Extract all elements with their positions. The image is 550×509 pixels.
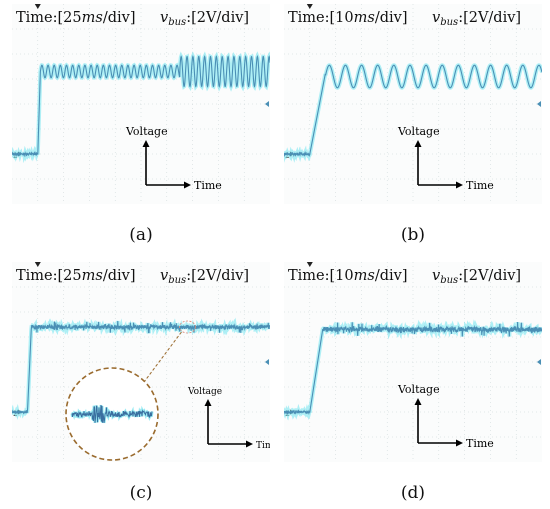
trigger-marker-icon (34, 262, 41, 267)
time-scale-label: Time:[10ms/div] (288, 268, 408, 284)
trace-glow (284, 63, 542, 163)
zoom-connector (143, 331, 182, 383)
vbus-scale-label: vbus:[2V/div] (432, 10, 521, 28)
level-marker-icon (265, 101, 269, 107)
time-scale-label: Time:[25ms/div] (16, 10, 136, 26)
grid (12, 4, 270, 204)
axis-label-voltage: Voltage (187, 387, 222, 397)
axis-label-voltage: Voltage (397, 125, 440, 138)
zoom-target-marker (179, 320, 196, 334)
panel-d: 2 Time:[10ms/div] vbus:[2V/div] Voltage Time (284, 262, 542, 462)
trigger-marker-icon (34, 4, 41, 9)
caption-d: (d) (400, 483, 426, 503)
zoom-inset (65, 320, 196, 461)
axis-indicator: Voltage Time (125, 125, 222, 192)
trigger-marker-icon (306, 4, 313, 9)
time-scale-label: Time:[10ms/div] (288, 10, 408, 26)
axis-label-voltage: Voltage (397, 383, 440, 396)
arrow-up-icon (142, 140, 150, 147)
caption-b: (b) (400, 225, 426, 245)
axis-indicator: Voltage Time (187, 387, 270, 451)
caption-a: (a) (129, 225, 153, 245)
level-marker-icon (537, 101, 541, 107)
arrow-right-icon (456, 439, 463, 447)
vbus-scale-label: vbus:[2V/div] (160, 10, 249, 28)
time-scale-label: Time:[25ms/div] (16, 268, 136, 284)
axis-label-voltage: Voltage (125, 125, 168, 138)
vbus-scale-label: vbus:[2V/div] (432, 268, 521, 286)
arrow-right-icon (184, 181, 191, 189)
axis-indicator: Voltage Time (397, 383, 494, 450)
arrow-right-icon (456, 181, 463, 189)
panel-a: 2 Time:[25ms/div] vbus:[2V/div] Voltage Time (12, 4, 270, 204)
trace-line (12, 55, 270, 158)
arrow-up-icon (204, 399, 212, 406)
zoom-trace (71, 404, 153, 423)
level-marker-icon (537, 359, 541, 365)
axis-label-time: Time (256, 441, 270, 451)
trace-line (284, 64, 542, 158)
arrow-right-icon (246, 440, 253, 448)
caption-c: (c) (129, 483, 153, 503)
trace-line (284, 322, 542, 416)
level-marker-icon (265, 359, 269, 365)
grid (284, 262, 542, 462)
axis-label-time: Time (194, 179, 222, 192)
trace-glow (284, 319, 542, 421)
arrow-up-icon (414, 140, 422, 147)
trigger-marker-icon (306, 262, 313, 267)
panel-b: 2 Time:[10ms/div] vbus:[2V/div] Voltage Time (284, 4, 542, 204)
arrow-up-icon (414, 398, 422, 405)
trace-line (12, 321, 270, 415)
axis-label-time: Time (466, 179, 494, 192)
axis-label-time: Time (466, 437, 494, 450)
vbus-scale-label: vbus:[2V/div] (160, 268, 249, 286)
axis-indicator: Voltage Time (397, 125, 494, 192)
grid (284, 4, 542, 204)
